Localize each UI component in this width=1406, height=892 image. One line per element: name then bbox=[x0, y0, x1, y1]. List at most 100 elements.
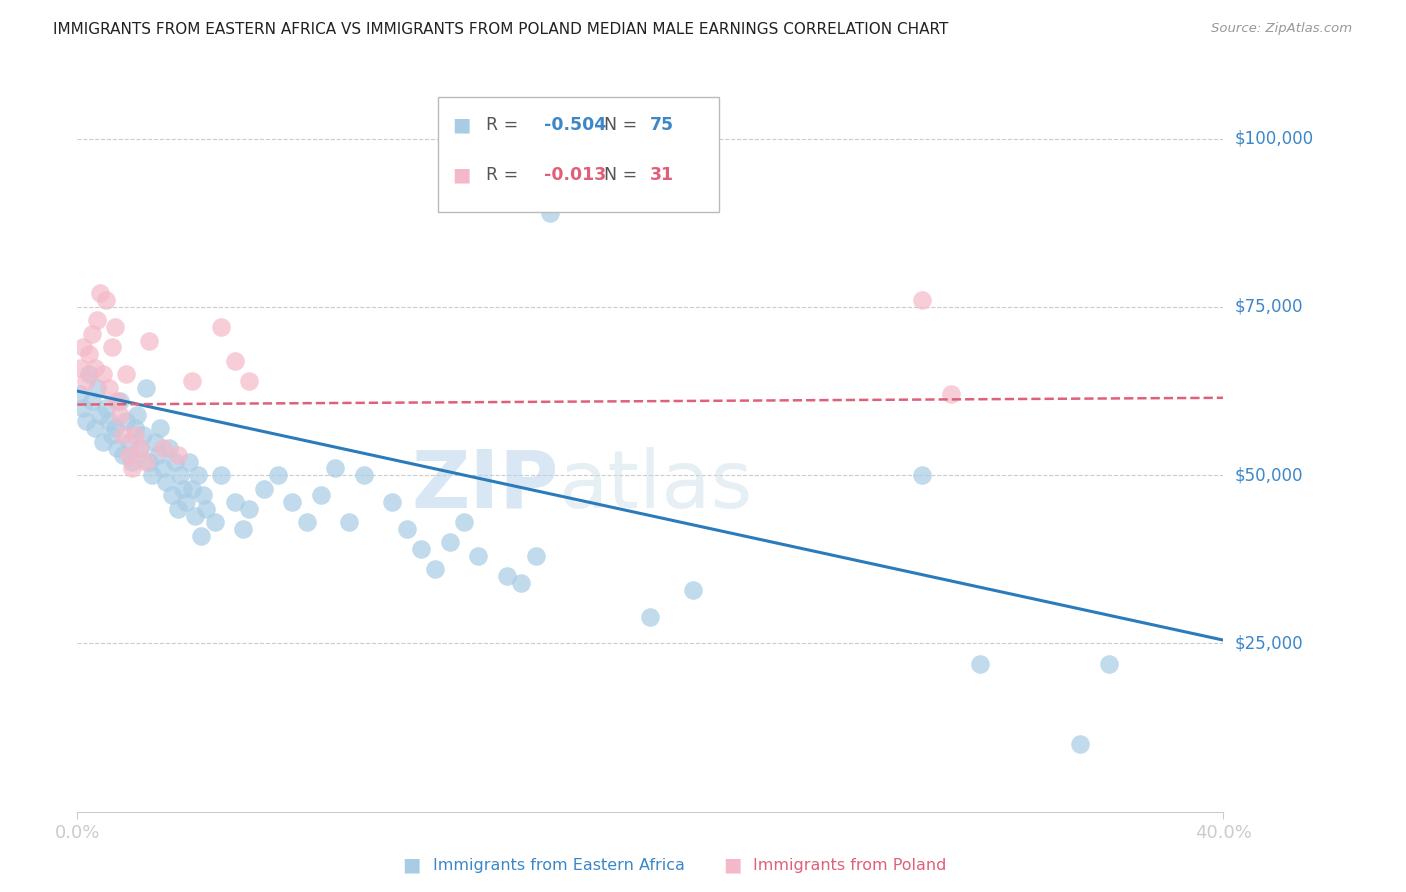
Point bbox=[121, 461, 143, 475]
Text: Immigrants from Poland: Immigrants from Poland bbox=[754, 857, 946, 872]
Point bbox=[524, 549, 547, 563]
Point bbox=[155, 475, 177, 489]
Point bbox=[1098, 657, 1121, 671]
Text: R =: R = bbox=[486, 117, 524, 135]
Point bbox=[143, 434, 166, 449]
Point bbox=[295, 516, 318, 530]
Point bbox=[94, 293, 117, 308]
Point bbox=[89, 286, 111, 301]
Point bbox=[72, 340, 94, 354]
Point bbox=[86, 313, 108, 327]
Point bbox=[121, 455, 143, 469]
Point bbox=[969, 657, 991, 671]
Point bbox=[538, 205, 561, 219]
Point bbox=[232, 522, 254, 536]
Point bbox=[91, 434, 114, 449]
Text: ■: ■ bbox=[402, 855, 422, 874]
Point bbox=[174, 495, 197, 509]
Point bbox=[453, 516, 475, 530]
Point bbox=[224, 353, 246, 368]
Text: $75,000: $75,000 bbox=[1234, 298, 1303, 316]
Text: $100,000: $100,000 bbox=[1234, 129, 1313, 148]
Point bbox=[160, 488, 183, 502]
Point bbox=[118, 448, 141, 462]
Point bbox=[107, 394, 129, 409]
Point bbox=[204, 516, 226, 530]
Point bbox=[163, 455, 186, 469]
Point bbox=[166, 501, 188, 516]
Point bbox=[238, 501, 260, 516]
Point bbox=[141, 468, 163, 483]
Point bbox=[115, 368, 138, 382]
Point bbox=[69, 360, 91, 375]
Point bbox=[152, 442, 174, 456]
Text: $25,000: $25,000 bbox=[1234, 634, 1303, 652]
Point bbox=[267, 468, 290, 483]
Point bbox=[77, 347, 100, 361]
Text: $50,000: $50,000 bbox=[1234, 467, 1303, 484]
Point bbox=[118, 434, 141, 449]
FancyBboxPatch shape bbox=[439, 97, 718, 212]
Point bbox=[152, 461, 174, 475]
Point bbox=[439, 535, 461, 549]
Point bbox=[187, 468, 209, 483]
Point bbox=[80, 394, 103, 409]
Point bbox=[138, 455, 160, 469]
Point bbox=[939, 387, 962, 401]
Point bbox=[97, 381, 120, 395]
Point bbox=[138, 334, 160, 348]
Point bbox=[309, 488, 332, 502]
Point bbox=[281, 495, 304, 509]
Point bbox=[224, 495, 246, 509]
Point bbox=[129, 442, 152, 456]
Text: 31: 31 bbox=[651, 166, 675, 184]
Point bbox=[127, 408, 149, 422]
Text: R =: R = bbox=[486, 166, 524, 184]
Text: ■: ■ bbox=[453, 116, 471, 135]
Point bbox=[83, 421, 105, 435]
Point bbox=[149, 421, 172, 435]
Point bbox=[135, 381, 157, 395]
Point bbox=[496, 569, 519, 583]
Text: atlas: atlas bbox=[558, 447, 754, 525]
Point bbox=[129, 442, 152, 456]
Point bbox=[103, 421, 125, 435]
Point bbox=[339, 516, 361, 530]
Point bbox=[100, 340, 122, 354]
Point bbox=[132, 427, 155, 442]
Point bbox=[169, 468, 191, 483]
Text: Source: ZipAtlas.com: Source: ZipAtlas.com bbox=[1212, 22, 1353, 36]
Point bbox=[115, 414, 138, 428]
Text: ZIP: ZIP bbox=[412, 447, 558, 525]
Point bbox=[353, 468, 375, 483]
Point bbox=[238, 374, 260, 388]
Point bbox=[135, 455, 157, 469]
Point bbox=[911, 468, 934, 483]
Point bbox=[395, 522, 418, 536]
Point bbox=[75, 414, 97, 428]
Point bbox=[112, 448, 135, 462]
Text: Immigrants from Eastern Africa: Immigrants from Eastern Africa bbox=[433, 857, 685, 872]
Point bbox=[190, 529, 212, 543]
Point bbox=[177, 455, 200, 469]
Point bbox=[110, 394, 132, 409]
Text: ■: ■ bbox=[724, 855, 742, 874]
Text: ■: ■ bbox=[453, 166, 471, 185]
Point bbox=[97, 414, 120, 428]
Point bbox=[124, 427, 146, 442]
Point bbox=[195, 501, 218, 516]
Text: 75: 75 bbox=[651, 117, 675, 135]
Point bbox=[100, 427, 122, 442]
Point bbox=[180, 374, 204, 388]
Text: -0.013: -0.013 bbox=[544, 166, 606, 184]
Point bbox=[381, 495, 404, 509]
Point bbox=[1069, 738, 1091, 752]
Point bbox=[209, 320, 232, 334]
Point bbox=[157, 442, 180, 456]
Point bbox=[86, 381, 108, 395]
Point bbox=[209, 468, 232, 483]
Point bbox=[83, 360, 105, 375]
Point bbox=[411, 542, 433, 557]
Point bbox=[180, 482, 204, 496]
Point bbox=[166, 448, 188, 462]
